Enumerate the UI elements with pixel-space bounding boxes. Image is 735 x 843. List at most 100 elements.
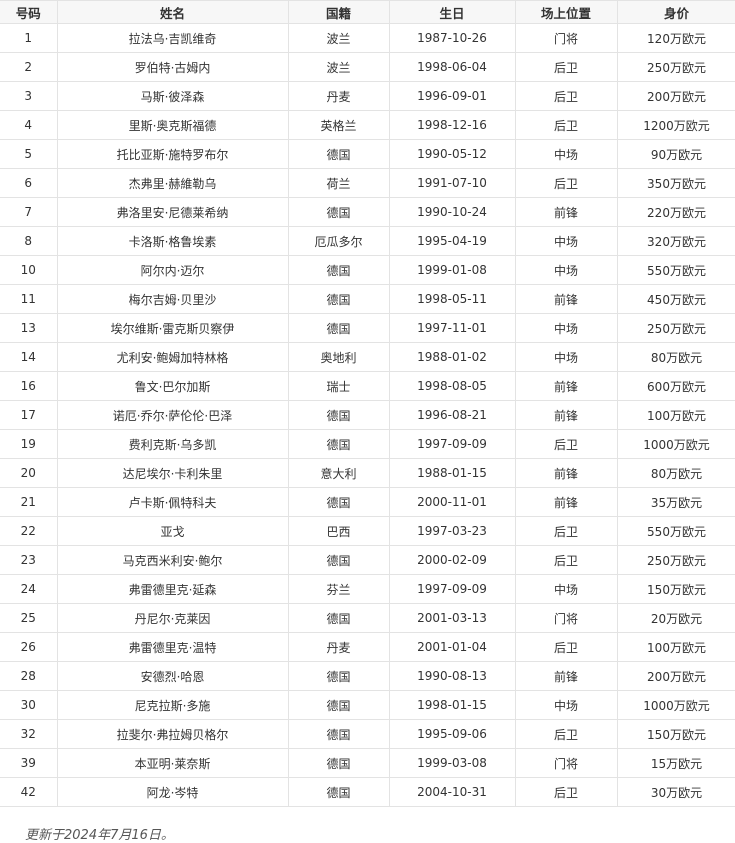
cell-value: 150万欧元 <box>616 574 735 604</box>
cell-number: 39 <box>0 748 58 778</box>
cell-birthday: 1988-01-15 <box>388 458 516 488</box>
cell-birthday: 1999-03-08 <box>388 748 516 778</box>
cell-nationality: 德国 <box>287 284 390 314</box>
cell-number: 3 <box>0 81 58 111</box>
cell-birthday: 2004-10-31 <box>388 777 516 807</box>
cell-name: 弗雷德里克·延森 <box>56 574 289 604</box>
table-row: 1 拉法乌·吉凯维奇 波兰 1987-10-26 门将 120万欧元 <box>0 23 735 53</box>
table-row: 30 尼克拉斯·多施 德国 1998-01-15 中场 1000万欧元 <box>0 690 735 720</box>
table-row: 11 梅尔吉姆·贝里沙 德国 1998-05-11 前锋 450万欧元 <box>0 284 735 314</box>
cell-nationality: 德国 <box>287 603 390 633</box>
cell-number: 26 <box>0 632 58 662</box>
cell-position: 中场 <box>514 690 618 720</box>
cell-name: 拉法乌·吉凯维奇 <box>56 23 289 53</box>
cell-position: 中场 <box>514 313 618 343</box>
table-row: 2 罗伯特·古姆内 波兰 1998-06-04 后卫 250万欧元 <box>0 52 735 82</box>
header-number: 号码 <box>0 0 58 24</box>
cell-value: 35万欧元 <box>616 487 735 517</box>
cell-number: 14 <box>0 342 58 372</box>
update-note: 更新于2024年7月16日。 <box>25 828 174 843</box>
cell-birthday: 2001-01-04 <box>388 632 516 662</box>
cell-nationality: 波兰 <box>287 52 390 82</box>
cell-number: 24 <box>0 574 58 604</box>
table-row: 25 丹尼尔·克莱因 德国 2001-03-13 门将 20万欧元 <box>0 603 735 633</box>
cell-value: 1000万欧元 <box>616 429 735 459</box>
cell-name: 弗雷德里克·温特 <box>56 632 289 662</box>
cell-nationality: 德国 <box>287 313 390 343</box>
cell-value: 80万欧元 <box>616 458 735 488</box>
cell-birthday: 1997-09-09 <box>388 574 516 604</box>
cell-value: 120万欧元 <box>616 23 735 53</box>
cell-number: 13 <box>0 313 58 343</box>
cell-position: 后卫 <box>514 545 618 575</box>
cell-birthday: 1990-10-24 <box>388 197 516 227</box>
cell-nationality: 巴西 <box>287 516 390 546</box>
cell-value: 100万欧元 <box>616 632 735 662</box>
cell-birthday: 1990-08-13 <box>388 661 516 691</box>
table-row: 26 弗雷德里克·温特 丹麦 2001-01-04 后卫 100万欧元 <box>0 632 735 662</box>
cell-nationality: 波兰 <box>287 23 390 53</box>
table-row: 17 诺厄·乔尔·萨伦伦·巴泽 德国 1996-08-21 前锋 100万欧元 <box>0 400 735 430</box>
cell-value: 450万欧元 <box>616 284 735 314</box>
cell-name: 马克西米利安·鲍尔 <box>56 545 289 575</box>
cell-nationality: 德国 <box>287 661 390 691</box>
cell-nationality: 德国 <box>287 545 390 575</box>
cell-value: 200万欧元 <box>616 81 735 111</box>
cell-nationality: 芬兰 <box>287 574 390 604</box>
table-row: 4 里斯·奥克斯福德 英格兰 1998-12-16 后卫 1200万欧元 <box>0 110 735 140</box>
cell-position: 中场 <box>514 574 618 604</box>
cell-position: 中场 <box>514 255 618 285</box>
cell-birthday: 1998-12-16 <box>388 110 516 140</box>
cell-birthday: 1998-01-15 <box>388 690 516 720</box>
cell-number: 5 <box>0 139 58 169</box>
cell-nationality: 瑞士 <box>287 371 390 401</box>
cell-number: 19 <box>0 429 58 459</box>
cell-position: 后卫 <box>514 777 618 807</box>
cell-number: 16 <box>0 371 58 401</box>
cell-nationality: 德国 <box>287 139 390 169</box>
cell-name: 丹尼尔·克莱因 <box>56 603 289 633</box>
header-name: 姓名 <box>56 0 289 24</box>
cell-position: 门将 <box>514 603 618 633</box>
cell-name: 费利克斯·乌多凯 <box>56 429 289 459</box>
cell-position: 中场 <box>514 139 618 169</box>
cell-value: 250万欧元 <box>616 313 735 343</box>
cell-birthday: 1995-04-19 <box>388 226 516 256</box>
cell-value: 250万欧元 <box>616 545 735 575</box>
cell-nationality: 德国 <box>287 487 390 517</box>
cell-birthday: 1998-05-11 <box>388 284 516 314</box>
cell-name: 本亚明·莱奈斯 <box>56 748 289 778</box>
cell-birthday: 1995-09-06 <box>388 719 516 749</box>
cell-number: 20 <box>0 458 58 488</box>
cell-value: 150万欧元 <box>616 719 735 749</box>
cell-name: 阿龙·岑特 <box>56 777 289 807</box>
cell-position: 前锋 <box>514 284 618 314</box>
cell-birthday: 1987-10-26 <box>388 23 516 53</box>
cell-birthday: 1991-07-10 <box>388 168 516 198</box>
header-value: 身价 <box>616 0 735 24</box>
cell-position: 前锋 <box>514 197 618 227</box>
cell-name: 梅尔吉姆·贝里沙 <box>56 284 289 314</box>
cell-name: 罗伯特·古姆内 <box>56 52 289 82</box>
cell-name: 亚戈 <box>56 516 289 546</box>
cell-value: 30万欧元 <box>616 777 735 807</box>
cell-position: 后卫 <box>514 429 618 459</box>
cell-value: 1000万欧元 <box>616 690 735 720</box>
cell-number: 32 <box>0 719 58 749</box>
cell-name: 诺厄·乔尔·萨伦伦·巴泽 <box>56 400 289 430</box>
table-row: 5 托比亚斯·施特罗布尔 德国 1990-05-12 中场 90万欧元 <box>0 139 735 169</box>
cell-birthday: 2001-03-13 <box>388 603 516 633</box>
cell-name: 杰弗里·赫維勒乌 <box>56 168 289 198</box>
table-row: 14 尤利安·鲍姆加特林格 奥地利 1988-01-02 中场 80万欧元 <box>0 342 735 372</box>
cell-name: 卢卡斯·佩特科夫 <box>56 487 289 517</box>
cell-number: 42 <box>0 777 58 807</box>
cell-birthday: 2000-02-09 <box>388 545 516 575</box>
cell-nationality: 德国 <box>287 255 390 285</box>
cell-position: 门将 <box>514 748 618 778</box>
table-row: 6 杰弗里·赫維勒乌 荷兰 1991-07-10 后卫 350万欧元 <box>0 168 735 198</box>
cell-number: 2 <box>0 52 58 82</box>
cell-value: 220万欧元 <box>616 197 735 227</box>
table-row: 20 达尼埃尔·卡利朱里 意大利 1988-01-15 前锋 80万欧元 <box>0 458 735 488</box>
header-row: 号码 姓名 国籍 生日 场上位置 身价 <box>0 0 735 24</box>
table-row: 3 马斯·彼泽森 丹麦 1996-09-01 后卫 200万欧元 <box>0 81 735 111</box>
